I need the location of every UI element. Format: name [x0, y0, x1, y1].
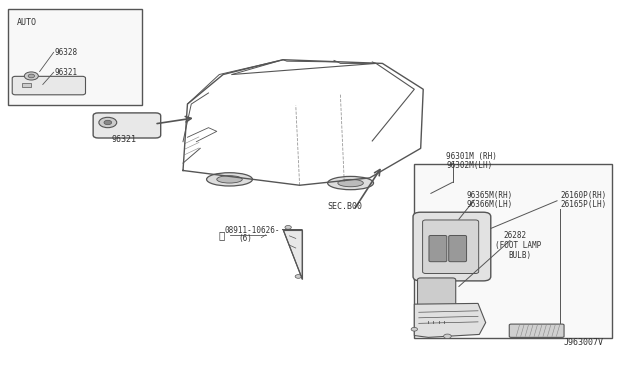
Text: J963007V: J963007V	[563, 338, 604, 347]
Circle shape	[24, 72, 38, 80]
FancyBboxPatch shape	[429, 235, 447, 262]
FancyBboxPatch shape	[424, 311, 449, 321]
FancyBboxPatch shape	[414, 164, 612, 338]
FancyBboxPatch shape	[428, 304, 447, 312]
Text: (6): (6)	[239, 234, 252, 243]
Text: (FOOT LAMP: (FOOT LAMP	[495, 241, 541, 250]
FancyBboxPatch shape	[417, 278, 456, 307]
Text: 08911-10626-: 08911-10626-	[225, 225, 280, 234]
Text: 96302M(LH): 96302M(LH)	[446, 161, 492, 170]
Circle shape	[28, 74, 35, 78]
Text: AUTO: AUTO	[17, 18, 37, 27]
FancyBboxPatch shape	[449, 235, 467, 262]
Circle shape	[104, 120, 111, 125]
FancyBboxPatch shape	[8, 9, 141, 105]
Text: 26282: 26282	[504, 231, 527, 240]
Text: 96321: 96321	[111, 135, 136, 144]
Text: 26165P(LH): 26165P(LH)	[561, 200, 607, 209]
FancyBboxPatch shape	[12, 76, 86, 95]
Text: SEC.B00: SEC.B00	[328, 202, 363, 211]
FancyBboxPatch shape	[22, 83, 31, 87]
Circle shape	[411, 327, 417, 331]
Text: 26160P(RH): 26160P(RH)	[561, 191, 607, 200]
Circle shape	[285, 225, 291, 229]
Circle shape	[444, 334, 451, 339]
Polygon shape	[414, 304, 486, 337]
Circle shape	[99, 117, 116, 128]
Text: 96365M(RH): 96365M(RH)	[467, 191, 513, 200]
Text: Ⓝ: Ⓝ	[218, 230, 225, 240]
Ellipse shape	[328, 176, 374, 190]
Ellipse shape	[207, 173, 252, 186]
Text: 96321: 96321	[54, 68, 77, 77]
Text: 96301M (RH): 96301M (RH)	[446, 153, 497, 161]
Text: 96366M(LH): 96366M(LH)	[467, 200, 513, 209]
FancyBboxPatch shape	[413, 212, 491, 281]
FancyBboxPatch shape	[509, 324, 564, 337]
FancyBboxPatch shape	[93, 113, 161, 138]
Ellipse shape	[338, 179, 364, 187]
Text: 96328: 96328	[54, 48, 77, 57]
Ellipse shape	[217, 176, 243, 183]
Text: BULB): BULB)	[508, 251, 531, 260]
FancyBboxPatch shape	[422, 220, 479, 273]
Polygon shape	[283, 230, 302, 279]
Circle shape	[295, 275, 301, 278]
